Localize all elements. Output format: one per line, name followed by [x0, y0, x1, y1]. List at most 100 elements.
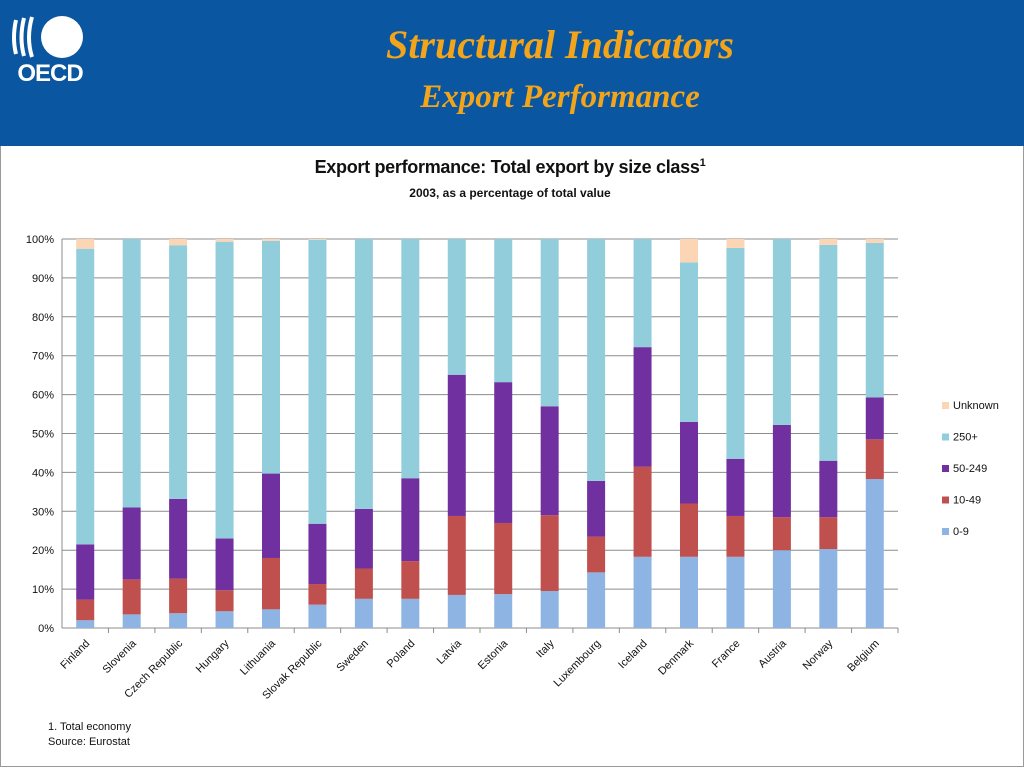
bar-segment-50-249 — [76, 544, 95, 600]
bar-segment-50-249 — [447, 374, 466, 516]
legend-label: Unknown — [953, 400, 999, 412]
bar-segment-0-9 — [447, 594, 466, 628]
bar-segment-10-49 — [122, 579, 141, 615]
bar-segment-10-49 — [726, 515, 745, 557]
bar-segment-unknown — [819, 239, 838, 245]
bar-segment-50-249 — [262, 473, 280, 558]
bar-segment-250- — [215, 241, 234, 539]
bar-segment-250- — [122, 239, 141, 508]
bar-segment-0-9 — [215, 611, 234, 628]
bar-segment-250- — [76, 248, 95, 545]
bar-segment-50-249 — [865, 397, 884, 440]
bar-segment-10-49 — [865, 439, 884, 480]
bar-segment-0-9 — [680, 556, 698, 628]
bar-segment-10-49 — [494, 522, 513, 595]
bar-segment-50-249 — [308, 523, 327, 585]
chart-title: Export performance: Total export by size… — [180, 157, 840, 178]
legend-swatch — [942, 496, 949, 504]
oecd-logo-icon — [12, 16, 83, 58]
bar-segment-10-49 — [772, 517, 791, 551]
legend-swatch — [942, 465, 949, 472]
y-tick-label: 60% — [32, 390, 54, 402]
bar-segment-10-49 — [76, 599, 95, 621]
bar-segment-10-49 — [169, 578, 188, 614]
x-tick-label: Iceland — [616, 638, 650, 672]
x-tick-label: France — [710, 638, 743, 671]
bar-segment-50-249 — [215, 538, 234, 591]
x-tick-label: Italy — [534, 637, 557, 660]
bar-segment-10-49 — [633, 466, 652, 557]
y-tick-label: 70% — [32, 351, 54, 363]
legend-label: 10-49 — [953, 495, 981, 507]
slide-subtitle: Export Performance — [420, 79, 700, 115]
bar-segment-0-9 — [587, 572, 606, 628]
legend-label: 50-249 — [953, 463, 987, 475]
footnote-source: Source: Eurostat — [48, 736, 130, 748]
bar-segment-0-9 — [726, 556, 745, 628]
bar-segment-50-249 — [587, 480, 606, 537]
bar-segment-250- — [726, 247, 745, 459]
bar-segment-unknown — [262, 239, 280, 241]
bar-segment-250- — [354, 239, 373, 509]
bar-segment-50-249 — [819, 460, 838, 518]
bar-segment-0-9 — [401, 598, 420, 628]
legend-label: 250+ — [953, 432, 978, 444]
bar-segment-250- — [819, 244, 838, 461]
x-tick-label: Estonia — [476, 637, 511, 672]
bar-segment-unknown — [169, 239, 188, 246]
chart-title-text: Export performance: Total export by size… — [314, 157, 700, 177]
bar-segment-10-49 — [680, 503, 698, 557]
bar-segment-50-249 — [633, 347, 652, 467]
bar-segment-10-49 — [401, 561, 420, 599]
bar-segment-unknown — [76, 239, 95, 249]
oecd-logo-text: OECD — [17, 60, 83, 87]
bar-segment-250- — [447, 239, 466, 375]
bar-segment-50-249 — [169, 498, 188, 579]
y-tick-label: 80% — [32, 312, 54, 324]
x-tick-label: Belgium — [845, 638, 882, 675]
slide-header: OECD Structural Indicators Export Perfor… — [0, 0, 1024, 146]
legend-swatch — [942, 528, 949, 535]
bar-segment-unknown — [308, 239, 327, 240]
bar-segment-unknown — [726, 239, 745, 248]
bar-segment-10-49 — [587, 536, 606, 573]
bar-segment-0-9 — [633, 556, 652, 628]
bar-segment-250- — [772, 239, 791, 425]
x-tick-label: Poland — [385, 638, 418, 671]
footnote-total-economy: 1. Total economy — [48, 721, 131, 733]
bar-segment-250- — [865, 242, 884, 398]
y-tick-label: 30% — [32, 506, 54, 518]
x-tick-label: Latvia — [435, 637, 465, 667]
y-tick-label: 10% — [32, 584, 54, 596]
bar-segment-0-9 — [540, 591, 559, 628]
slide-title: Structural Indicators — [386, 22, 734, 67]
bar-segment-250- — [401, 239, 420, 479]
bar-segment-250- — [262, 240, 280, 474]
bar-segment-0-9 — [122, 614, 141, 628]
x-tick-label: Finland — [58, 638, 92, 672]
x-tick-label: Lithuania — [238, 637, 279, 678]
x-tick-label: Sweden — [334, 638, 371, 675]
bar-segment-0-9 — [308, 604, 327, 628]
legend-swatch — [942, 433, 949, 441]
x-tick-label: Slovenia — [100, 637, 139, 676]
legend-label: 0-9 — [953, 526, 969, 538]
x-tick-label: Hungary — [194, 637, 232, 675]
bar-segment-0-9 — [865, 479, 884, 628]
bar-segment-50-249 — [772, 424, 791, 518]
y-tick-label: 20% — [32, 545, 54, 557]
bar-segment-10-49 — [215, 590, 234, 612]
legend-swatch — [942, 402, 949, 409]
y-tick-label: 100% — [26, 234, 54, 246]
bar-segment-50-249 — [540, 406, 559, 516]
chart-subtitle: 2003, as a percentage of total value — [409, 186, 611, 200]
y-tick-label: 0% — [38, 623, 54, 635]
bar-segment-unknown — [865, 239, 884, 243]
bar-segment-0-9 — [262, 609, 280, 628]
bar-segment-unknown — [680, 239, 698, 263]
y-tick-label: 50% — [32, 429, 54, 441]
bar-segment-0-9 — [494, 594, 513, 628]
bar-segment-0-9 — [819, 549, 838, 628]
bar-segment-50-249 — [401, 478, 420, 562]
bar-segment-250- — [633, 239, 652, 348]
